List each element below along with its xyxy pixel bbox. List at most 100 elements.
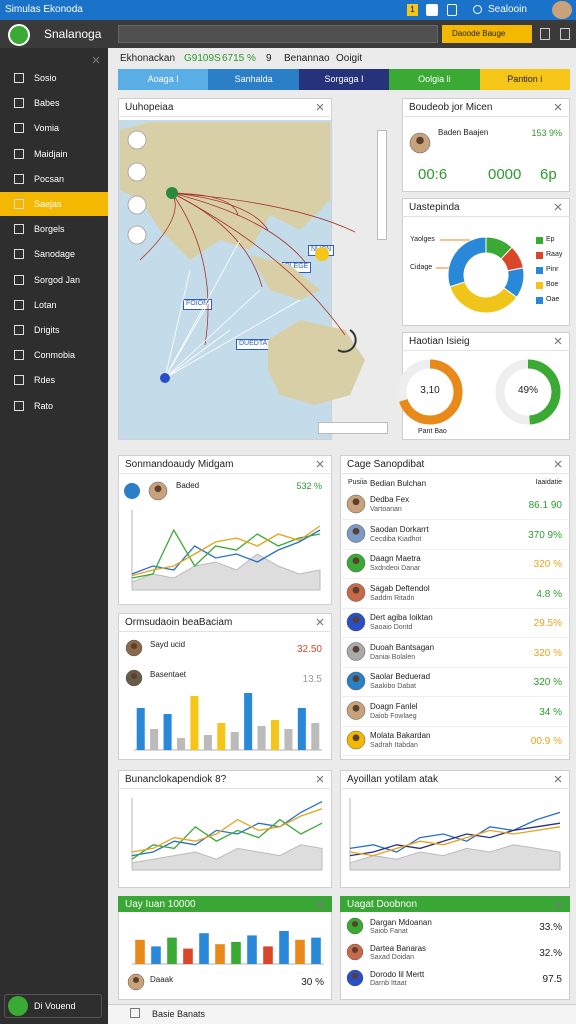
- tab[interactable]: Sanhalda: [208, 69, 299, 90]
- sub: Daiob Fowlaeg: [370, 712, 417, 720]
- nav-item[interactable]: Rdes: [34, 375, 56, 386]
- column-header: Bedian Bulchan: [370, 479, 427, 488]
- name: Baded: [176, 481, 200, 490]
- sub: Daniai Bolalen: [370, 653, 416, 661]
- zoom-bar: [377, 130, 387, 240]
- column-header: Pusiia: [348, 479, 368, 486]
- user-switcher[interactable]: [4, 994, 102, 1018]
- name: Daagn Maetra: [370, 554, 421, 563]
- value: 370 9%: [528, 529, 562, 541]
- name: Daaak: [150, 975, 174, 984]
- dropdown[interactable]: [118, 25, 438, 43]
- value: 320 %: [533, 559, 562, 570]
- value: 32.50: [296, 644, 322, 655]
- user-icon: [8, 996, 28, 1016]
- active-item: [0, 192, 108, 216]
- note: Pant Bao: [418, 428, 447, 435]
- nav-icon: [14, 98, 24, 109]
- name: Dert agiba Ioiktan: [370, 613, 433, 622]
- annotation: Cidage: [410, 264, 433, 271]
- sub: Saiob Fanat: [370, 928, 408, 935]
- hook: [337, 329, 357, 353]
- legend-swatch: [536, 237, 543, 244]
- nav-item[interactable]: Sanodage: [34, 249, 76, 260]
- legend-swatch: [536, 282, 543, 289]
- panel: [118, 455, 332, 605]
- nav-icon: [14, 400, 24, 411]
- value: 32.%: [539, 948, 562, 959]
- annotation: Yaolges: [410, 236, 435, 243]
- divider: [342, 755, 568, 756]
- badge: 1: [407, 4, 418, 16]
- divider: [342, 519, 568, 520]
- nav-icon: [14, 274, 24, 285]
- legend-label: Pinr: [546, 266, 559, 273]
- value: 30 %: [301, 977, 324, 988]
- nav-icon: [14, 350, 24, 361]
- divider: [402, 216, 570, 217]
- panel-header: [118, 896, 332, 912]
- icon: [540, 28, 550, 40]
- nav-item[interactable]: Saejas: [34, 199, 62, 209]
- panel-title: Bunanclokapendiok 8?: [125, 774, 227, 785]
- divider: [340, 473, 570, 474]
- map-label: FOIOM: [183, 299, 212, 310]
- nav-icon: [14, 249, 24, 260]
- map-label: RESSI: [183, 224, 211, 235]
- value: 320 %: [533, 647, 562, 659]
- value: 00.9 %: [530, 736, 562, 747]
- search-button[interactable]: Daoode Bauge: [442, 25, 532, 43]
- panel: [118, 613, 332, 760]
- tab[interactable]: Oolgia li: [389, 69, 480, 90]
- icon: [447, 4, 457, 16]
- value: 153 9%: [531, 128, 562, 138]
- search-icon[interactable]: [473, 5, 482, 14]
- nav-item[interactable]: Pocsan: [34, 173, 65, 184]
- name: Sayd ucid: [150, 640, 186, 649]
- divider: [342, 666, 568, 668]
- nav-item[interactable]: Sorgod Jan: [34, 274, 81, 285]
- app-title: Simulas Ekonoda: [5, 4, 83, 15]
- nav-item[interactable]: Borgels: [34, 224, 65, 235]
- value: 13.5: [302, 674, 322, 685]
- stat: 0000: [488, 166, 522, 183]
- name: Duoah Bantsagan: [370, 642, 435, 652]
- sub: Saxad Doidan: [370, 954, 414, 961]
- panel-title: Haotian Isieig: [409, 336, 470, 347]
- value: 34 %: [539, 706, 562, 718]
- panel-title: Uay Iuan 10000: [125, 899, 196, 910]
- nav-item[interactable]: Sosio: [34, 73, 57, 83]
- panel-title: Uastepinda: [409, 202, 460, 213]
- legend-label: Raay: [546, 251, 563, 258]
- nav-item[interactable]: Lotan: [34, 299, 57, 310]
- nav-icon: [14, 173, 24, 184]
- divider: [342, 607, 568, 609]
- value: 97.5: [542, 974, 562, 985]
- value: 29.5%: [533, 618, 562, 629]
- logo: [8, 24, 30, 46]
- tab[interactable]: Pantion i: [479, 69, 570, 90]
- nav-item[interactable]: Maidjain: [34, 148, 68, 159]
- sub: Saddm Ritadn: [370, 594, 415, 602]
- tab[interactable]: Sorgaga I: [298, 69, 390, 90]
- user-avatar[interactable]: [552, 1, 572, 19]
- nav-item[interactable]: Drigits: [34, 325, 60, 335]
- nav-item[interactable]: Vomia: [34, 123, 60, 134]
- search-label[interactable]: Sealooin: [488, 4, 527, 15]
- nav-item[interactable]: Conmobia: [34, 350, 76, 361]
- nav-icon: [14, 375, 24, 386]
- nav-icon: [14, 123, 24, 134]
- ring-label: 49%: [517, 385, 538, 396]
- panel-title: Sonmandoaudy Midgam: [125, 459, 234, 470]
- name: Doagn Fanlel: [370, 701, 418, 711]
- panel-title: Boudeob jor Micen: [409, 102, 493, 113]
- name: Dartea Banaras: [370, 944, 427, 953]
- scale-bar: [318, 422, 388, 434]
- nav-item[interactable]: Rato: [34, 400, 54, 411]
- tab[interactable]: Aoaga I: [118, 69, 209, 90]
- stat: 00:6: [418, 166, 448, 183]
- footer-text: Basie Banats: [152, 1009, 206, 1019]
- legend-swatch: [536, 267, 543, 274]
- name: Saolar Beduerad: [370, 672, 431, 681]
- nav-item[interactable]: Babes: [34, 98, 60, 109]
